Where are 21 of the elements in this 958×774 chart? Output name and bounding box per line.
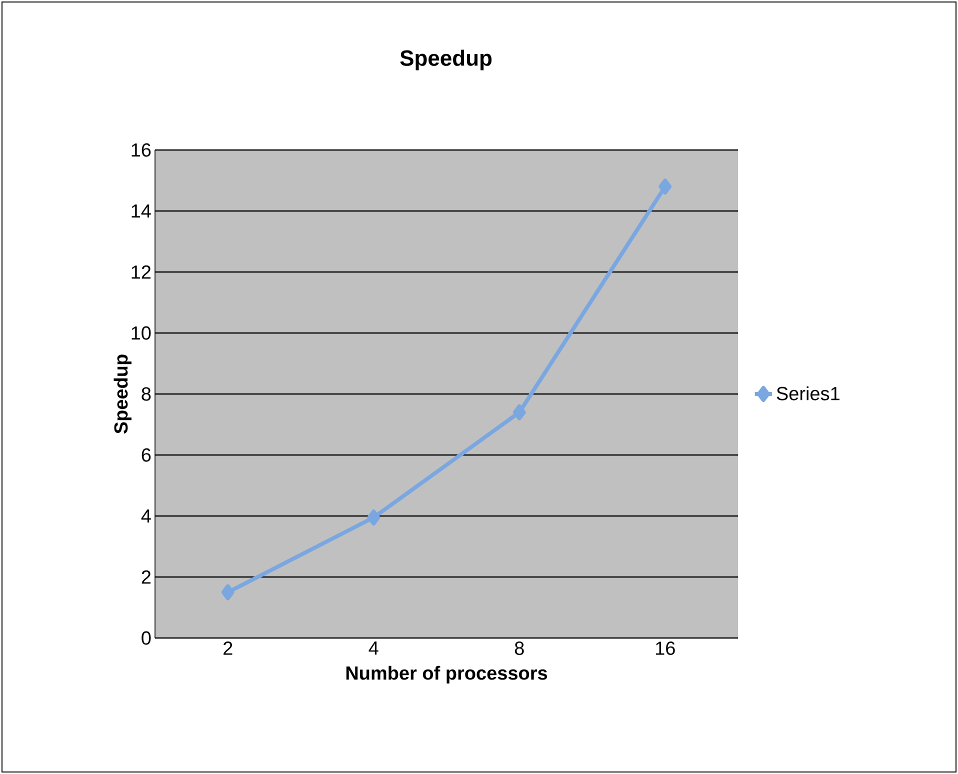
y-tick-label: 14 <box>132 204 151 218</box>
y-tick-label: 12 <box>132 265 151 279</box>
x-axis-title: Number of processors <box>346 666 548 684</box>
x-tick-label: 16 <box>656 642 675 655</box>
y-axis-title: Speedup <box>114 354 132 434</box>
y-tick-label: 8 <box>142 387 151 401</box>
point <box>367 510 380 526</box>
y-tick-label: 10 <box>132 326 151 340</box>
x-tick-label: 2 <box>224 642 232 655</box>
y-tick-label: 4 <box>141 509 151 523</box>
chart-title: Speedup <box>400 50 492 70</box>
y-tick-label: 2 <box>142 570 151 584</box>
y-tick-label: 16 <box>132 143 151 157</box>
point <box>512 404 526 420</box>
x-tick-label: 4 <box>368 642 378 655</box>
y-tick-label: 6 <box>142 448 151 462</box>
y-tick-label: 0 <box>142 631 151 645</box>
point <box>658 178 672 195</box>
legend-label: Series1 <box>776 386 840 400</box>
x-tick-label: 8 <box>514 642 524 655</box>
point <box>221 584 234 600</box>
